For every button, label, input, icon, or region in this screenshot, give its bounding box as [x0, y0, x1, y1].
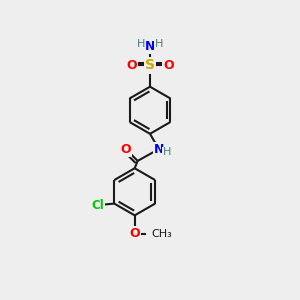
Text: N: N: [154, 142, 164, 156]
Text: S: S: [145, 58, 155, 73]
Text: H: H: [163, 147, 171, 157]
Text: N: N: [145, 40, 155, 53]
Text: Cl: Cl: [92, 200, 104, 212]
Text: O: O: [163, 59, 174, 72]
Text: O: O: [121, 142, 131, 156]
Text: O: O: [129, 227, 140, 240]
Text: O: O: [126, 59, 137, 72]
Text: H: H: [154, 39, 163, 49]
Text: CH₃: CH₃: [151, 229, 172, 238]
Text: H: H: [137, 39, 146, 49]
